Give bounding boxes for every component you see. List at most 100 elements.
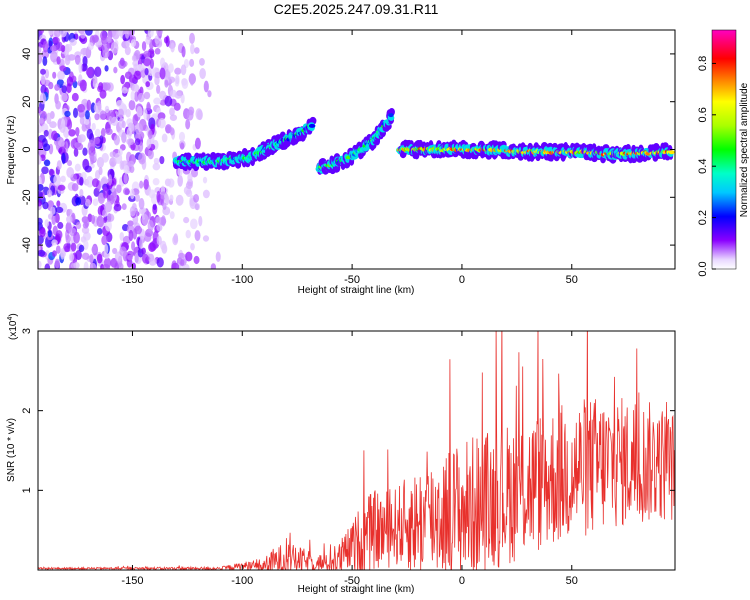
heat-cell: [147, 129, 153, 140]
heat-cell: [159, 155, 165, 165]
heat-cell: [114, 262, 119, 269]
heat-cell: [199, 67, 206, 80]
heat-cell: [47, 230, 52, 238]
heat-cell: [57, 70, 65, 80]
x-tick-label: -150: [121, 575, 143, 587]
heat-cell: [164, 193, 169, 201]
heat-cell: [152, 177, 160, 186]
heat-cell: [52, 71, 57, 79]
heat-cell: [185, 118, 191, 130]
heat-cell: [66, 167, 75, 178]
heat-cell: [98, 166, 103, 176]
heat-cell: [139, 180, 144, 189]
colorbar: 0.0 0.2 0.4 0.6 0.8 Normalized spectral ampl…: [697, 29, 750, 277]
heat-cell: [73, 231, 80, 244]
heat-cell: [143, 91, 151, 100]
heat-cell: [85, 110, 90, 120]
heat-cell: [190, 43, 195, 55]
heat-cell: [92, 75, 98, 85]
heat-cell: [121, 203, 127, 211]
heat-cell: [101, 35, 109, 45]
heat-cell: [38, 124, 43, 134]
heat-cell: [159, 67, 166, 80]
heat-cell: [334, 164, 341, 173]
heat-cell: [161, 215, 166, 227]
heat-cell: [75, 197, 82, 206]
heat-cell: [54, 258, 60, 269]
heat-cell: [121, 131, 127, 144]
heat-cell: [53, 174, 61, 187]
heat-cell: [66, 83, 72, 94]
heat-cell: [189, 58, 195, 67]
heat-cell: [145, 36, 151, 45]
heat-cell: [38, 183, 44, 192]
heat-cell: [101, 152, 109, 163]
heat-cell: [84, 165, 92, 173]
heat-cell: [51, 239, 58, 246]
heat-cell: [81, 226, 90, 234]
heat-cell: [202, 235, 210, 242]
colorbar-gradient: [711, 29, 737, 270]
heat-cell: [86, 128, 94, 140]
heat-cell: [38, 260, 42, 269]
heat-cell: [72, 107, 79, 119]
heat-cell: [194, 230, 201, 242]
snr-frame: [37, 330, 676, 571]
heat-cell: [215, 251, 221, 263]
heat-cell: [89, 152, 95, 165]
heat-cell: [668, 150, 675, 155]
heat-cell: [38, 191, 43, 198]
heat-cell: [79, 116, 85, 125]
heat-cell: [84, 198, 91, 207]
heat-cell: [68, 253, 75, 262]
heat-cell: [39, 227, 45, 235]
colorbar-tick-label: 0.0: [697, 261, 709, 276]
heat-cell: [98, 82, 104, 91]
heat-cell: [119, 57, 125, 67]
heat-cell: [162, 202, 167, 211]
heat-cell: [147, 220, 154, 232]
heat-cell: [109, 151, 116, 158]
heat-cell: [90, 262, 97, 269]
heat-cell: [125, 30, 130, 39]
heat-cell: [70, 242, 77, 252]
heat-cell: [187, 173, 193, 183]
spectrogram-y-label: Frequency (Hz): [6, 116, 17, 185]
heat-cell: [189, 218, 198, 230]
snr-x-ticks: -150 -100 -50 0 50: [121, 331, 578, 587]
heat-cell: [69, 38, 77, 46]
heat-cell: [113, 203, 122, 212]
heat-cell: [117, 108, 125, 119]
heat-cell: [86, 99, 92, 112]
heat-cell: [102, 49, 110, 59]
heat-cell: [167, 178, 175, 188]
heat-cell: [126, 138, 135, 146]
heat-cell: [96, 253, 103, 264]
heat-cell: [42, 56, 48, 67]
heat-cell: [128, 99, 136, 111]
x-tick-label: 50: [566, 575, 578, 587]
heat-cell: [49, 121, 57, 129]
heat-cell: [59, 30, 68, 38]
heat-cell: [130, 90, 135, 101]
heat-cell: [177, 174, 183, 187]
heat-cell: [124, 46, 131, 56]
chart-title: C2E5.2025.247.09.31.R11: [274, 1, 439, 17]
heat-cell: [75, 249, 82, 261]
spectrogram-x-ticks: -150 -100 -50 0 50: [121, 30, 578, 286]
heat-cell: [103, 82, 111, 91]
heat-cell: [71, 92, 79, 102]
heat-cell: [164, 95, 173, 107]
heat-cell: [136, 64, 145, 71]
spectrogram-y-ticks: -40 -20 0 20 40: [21, 48, 675, 253]
heat-cell: [38, 46, 42, 54]
heat-cell: [39, 30, 44, 34]
heat-cell: [156, 235, 162, 246]
heat-cell: [202, 176, 208, 184]
heat-cell: [75, 222, 82, 230]
heat-cell: [104, 105, 110, 114]
heat-cell: [65, 54, 71, 62]
heat-cell: [46, 189, 53, 198]
heat-cell: [159, 57, 166, 68]
heat-cell: [190, 242, 195, 251]
